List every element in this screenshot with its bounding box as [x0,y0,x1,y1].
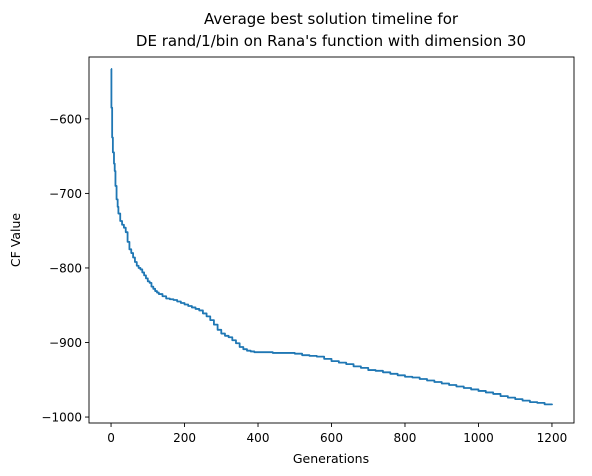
chart-title-line-2: DE rand/1/bin on Rana's function with di… [136,32,526,50]
y-tick-label: −700 [49,187,82,201]
y-tick-label: −900 [49,336,82,350]
x-axis-label: Generations [293,451,369,466]
x-tick-label: 400 [247,431,270,445]
x-tick-label: 600 [320,431,343,445]
y-tick-label: −600 [49,112,82,126]
x-tick-label: 1000 [463,431,494,445]
y-tick-label: −1000 [41,411,82,425]
x-axis-ticks: 0 200 400 600 800 1000 1200 [107,423,567,445]
series-line [110,68,553,406]
y-axis-ticks: −600 −700 −800 −900 −1000 [41,112,89,425]
x-tick-label: 1200 [537,431,568,445]
chart-title-line-1: Average best solution timeline for [204,10,459,28]
x-tick-label: 800 [394,431,417,445]
y-axis-label: CF Value [8,213,23,268]
x-tick-label: 0 [107,431,115,445]
x-tick-label: 200 [173,431,196,445]
y-tick-label: −800 [49,261,82,275]
